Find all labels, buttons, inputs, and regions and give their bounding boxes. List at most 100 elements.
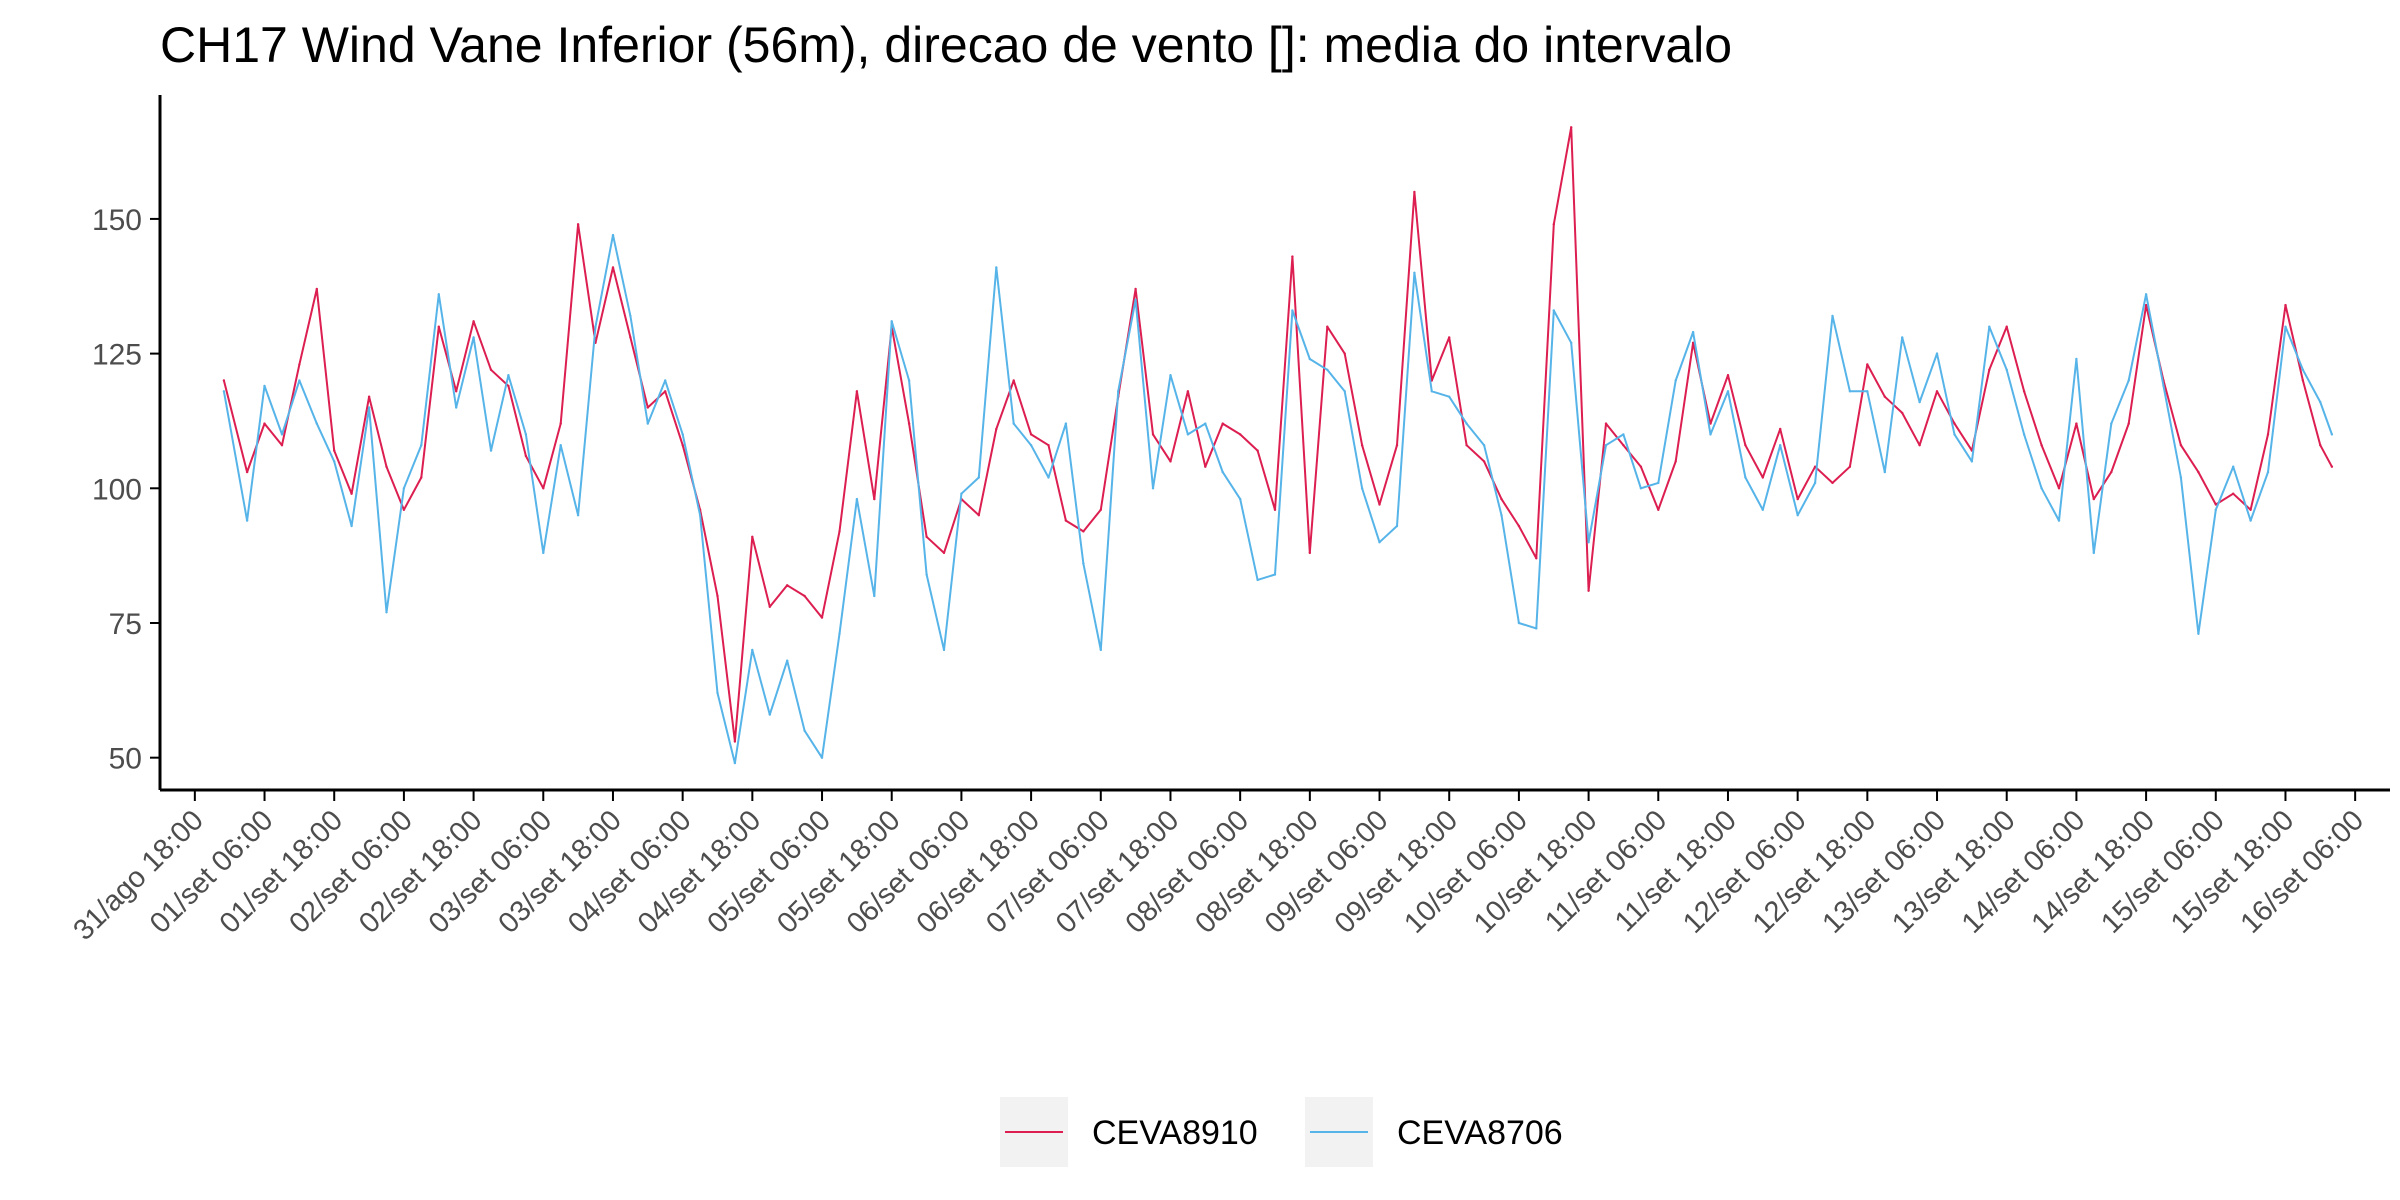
data-point bbox=[942, 551, 946, 555]
data-point bbox=[786, 659, 789, 662]
data-point bbox=[1500, 497, 1503, 501]
data-point bbox=[2092, 551, 2095, 555]
y-tick-label: 125 bbox=[92, 339, 142, 372]
data-point bbox=[315, 422, 318, 425]
data-point bbox=[1622, 433, 1625, 436]
data-point bbox=[2301, 368, 2305, 371]
chart-title: CH17 Wind Vane Inferior (56m), direcao d… bbox=[160, 17, 1732, 73]
data-point bbox=[1360, 444, 1364, 447]
data-point bbox=[1134, 287, 1137, 291]
data-point bbox=[1186, 390, 1190, 393]
data-point bbox=[855, 390, 859, 393]
data-point bbox=[803, 594, 806, 598]
data-point bbox=[2127, 379, 2130, 382]
data-point bbox=[1604, 444, 1608, 447]
data-point bbox=[1709, 422, 1712, 425]
data-point bbox=[2057, 487, 2061, 490]
data-point bbox=[768, 713, 771, 716]
series-ceva8910 bbox=[222, 126, 2334, 743]
data-point bbox=[1169, 374, 1172, 377]
data-point bbox=[1709, 433, 1712, 436]
data-point bbox=[1622, 444, 1625, 447]
data-point bbox=[1535, 627, 1538, 630]
data-point bbox=[855, 497, 859, 501]
data-point bbox=[664, 390, 667, 393]
data-point bbox=[681, 444, 684, 447]
data-point bbox=[890, 320, 893, 323]
data-point bbox=[1883, 470, 1887, 474]
data-point bbox=[489, 368, 493, 371]
data-point bbox=[2040, 487, 2043, 490]
data-point bbox=[455, 390, 458, 393]
data-point bbox=[1465, 422, 1468, 425]
data-point bbox=[1587, 589, 1590, 592]
data-point bbox=[1901, 411, 1904, 415]
data-point bbox=[960, 492, 963, 495]
data-point bbox=[1064, 519, 1068, 522]
y-tick-label: 50 bbox=[109, 743, 142, 776]
data-point bbox=[1552, 309, 1556, 312]
data-point bbox=[2266, 433, 2270, 436]
data-point bbox=[1465, 444, 1468, 447]
data-point bbox=[1047, 476, 1050, 479]
data-point bbox=[1570, 341, 1573, 344]
data-point bbox=[2144, 303, 2148, 307]
data-point bbox=[1256, 578, 1259, 582]
data-point bbox=[2319, 400, 2322, 404]
data-point bbox=[298, 363, 301, 366]
data-point bbox=[333, 460, 336, 463]
data-point bbox=[1953, 433, 1956, 436]
data-point bbox=[245, 470, 249, 474]
data-point bbox=[1726, 374, 1730, 377]
data-point bbox=[1813, 465, 1817, 468]
data-point bbox=[1012, 422, 1015, 425]
y-tick-label: 100 bbox=[92, 473, 142, 506]
data-point bbox=[2162, 384, 2165, 388]
data-point bbox=[1239, 433, 1242, 436]
data-point bbox=[263, 422, 266, 425]
data-point bbox=[838, 530, 841, 533]
data-point bbox=[222, 379, 226, 382]
data-point bbox=[2022, 433, 2026, 436]
data-point bbox=[1761, 508, 1765, 511]
data-point bbox=[942, 648, 946, 652]
data-point bbox=[1779, 444, 1782, 447]
data-point bbox=[1848, 465, 1852, 468]
data-point bbox=[995, 427, 998, 431]
data-point bbox=[1273, 573, 1277, 576]
data-point bbox=[1866, 363, 1869, 366]
data-point bbox=[1099, 648, 1103, 652]
data-point bbox=[646, 422, 649, 425]
data-point bbox=[611, 266, 615, 269]
data-point bbox=[2214, 503, 2217, 506]
data-point bbox=[1343, 390, 1346, 393]
data-point bbox=[333, 449, 336, 452]
data-point bbox=[2075, 357, 2078, 361]
data-point bbox=[420, 444, 423, 447]
data-point bbox=[524, 433, 528, 436]
data-point bbox=[1535, 557, 1538, 560]
data-point bbox=[2284, 303, 2287, 307]
data-point bbox=[1988, 368, 1991, 371]
data-point bbox=[1012, 379, 1015, 382]
data-point bbox=[1029, 444, 1033, 447]
data-point bbox=[1796, 497, 1799, 501]
data-point bbox=[1151, 433, 1155, 436]
data-point bbox=[1343, 352, 1346, 355]
data-point bbox=[2179, 476, 2183, 479]
data-point bbox=[489, 449, 493, 452]
data-point bbox=[1517, 524, 1521, 528]
data-point bbox=[263, 384, 266, 388]
data-point bbox=[1726, 390, 1730, 393]
data-point bbox=[2040, 444, 2043, 447]
data-point bbox=[1151, 487, 1155, 490]
data-point bbox=[1639, 465, 1643, 468]
data-point bbox=[1639, 487, 1643, 490]
data-point bbox=[2057, 519, 2061, 522]
data-point bbox=[768, 605, 771, 608]
series-ceva8706 bbox=[222, 233, 2334, 765]
data-point bbox=[2232, 465, 2235, 468]
data-point bbox=[1308, 551, 1312, 555]
